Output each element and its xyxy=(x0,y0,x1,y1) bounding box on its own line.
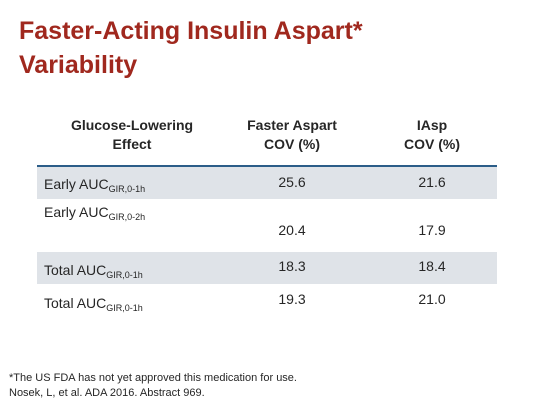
title-line-1: Faster-Acting Insulin Aspart* xyxy=(19,17,363,45)
table-row: Early AUCGIR,0-2h 20.4 17.9 xyxy=(37,199,497,252)
faster-aspart-value: 19.3 xyxy=(278,291,306,307)
table-row: Total AUCGIR,0-1h 19.3 21.0 xyxy=(37,284,497,322)
row-label: Early AUCGIR,0-2h xyxy=(44,204,146,222)
faster-aspart-value: 25.6 xyxy=(278,174,306,190)
faster-aspart-value: 20.4 xyxy=(278,222,306,238)
table-row: Total AUCGIR,0-1h 18.3 18.4 xyxy=(37,252,497,284)
slide-title: Faster-Acting Insulin Aspart* Variabilit… xyxy=(19,14,519,82)
citation: Nosek, L, et al. ADA 2016. Abstract 969. xyxy=(9,387,205,399)
table-header: Glucose-Lowering Effect Faster Aspart CO… xyxy=(37,116,497,164)
header-divider xyxy=(37,165,497,167)
header-iasp-cov: IAsp COV (%) xyxy=(404,117,460,152)
fda-disclaimer: *The US FDA has not yet approved this me… xyxy=(9,372,297,384)
header-glucose-lowering-effect: Glucose-Lowering Effect xyxy=(70,117,194,152)
iasp-value: 21.6 xyxy=(418,174,446,190)
row-label: Total AUCGIR,0-1h xyxy=(44,262,143,280)
variability-table: Glucose-Lowering Effect Faster Aspart CO… xyxy=(37,116,497,313)
row-label: Total AUCGIR,0-1h xyxy=(44,295,143,313)
table-row: Early AUCGIR,0-1h 25.6 21.6 xyxy=(37,167,497,199)
iasp-value: 18.4 xyxy=(418,258,446,274)
title-line-2: Variability xyxy=(19,51,138,79)
header-faster-aspart-cov: Faster Aspart COV (%) xyxy=(247,117,337,152)
iasp-value: 17.9 xyxy=(418,222,446,238)
iasp-value: 21.0 xyxy=(418,291,446,307)
faster-aspart-value: 18.3 xyxy=(278,258,306,274)
row-label: Early AUCGIR,0-1h xyxy=(44,176,146,194)
